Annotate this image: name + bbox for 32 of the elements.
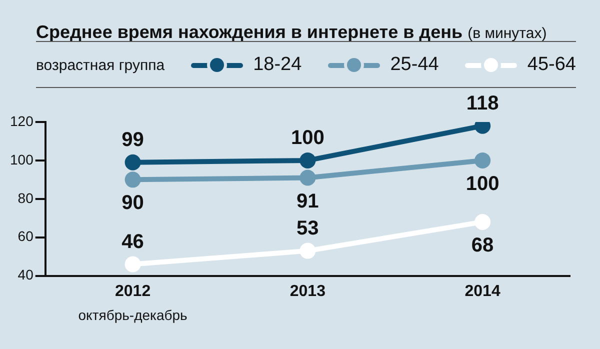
data-label: 118 [466,92,499,114]
y-tick-label: 40 [18,266,34,283]
point [300,170,316,186]
legend-label: 45-64 [527,54,576,76]
text: октябрь-декабрь [78,306,188,323]
data-label: 99 [122,128,144,151]
x-tick-label: 2013 [290,282,326,300]
y-tick-label: 120 [10,112,34,129]
chart-subtitle: (в минутах) [468,25,547,42]
data-label: 90 [122,192,144,214]
data-label: 46 [122,230,144,253]
y-tick-label: 80 [18,190,34,206]
data-label: 100 [466,172,500,195]
legend-label: 25-44 [390,54,439,76]
y-tick-label: 100 [10,151,34,168]
point [124,154,141,170]
data-label: 53 [296,217,319,240]
x-tick-label: 2012 [115,282,151,300]
data-label: 100 [290,126,324,149]
legend-label: 18-24 [253,54,302,76]
point [300,152,316,168]
point [300,242,316,259]
y-tick-label: 60 [18,228,34,244]
chart-title: Среднее время нахождения в интернете в день [36,22,463,42]
legend-title: возрастная группа [36,56,165,74]
data-label: 68 [471,234,494,256]
x-tick-label: 2014 [464,282,500,300]
point [474,152,491,168]
point [474,214,491,230]
data-label: 91 [296,190,319,212]
point [124,172,141,188]
point [124,256,141,272]
